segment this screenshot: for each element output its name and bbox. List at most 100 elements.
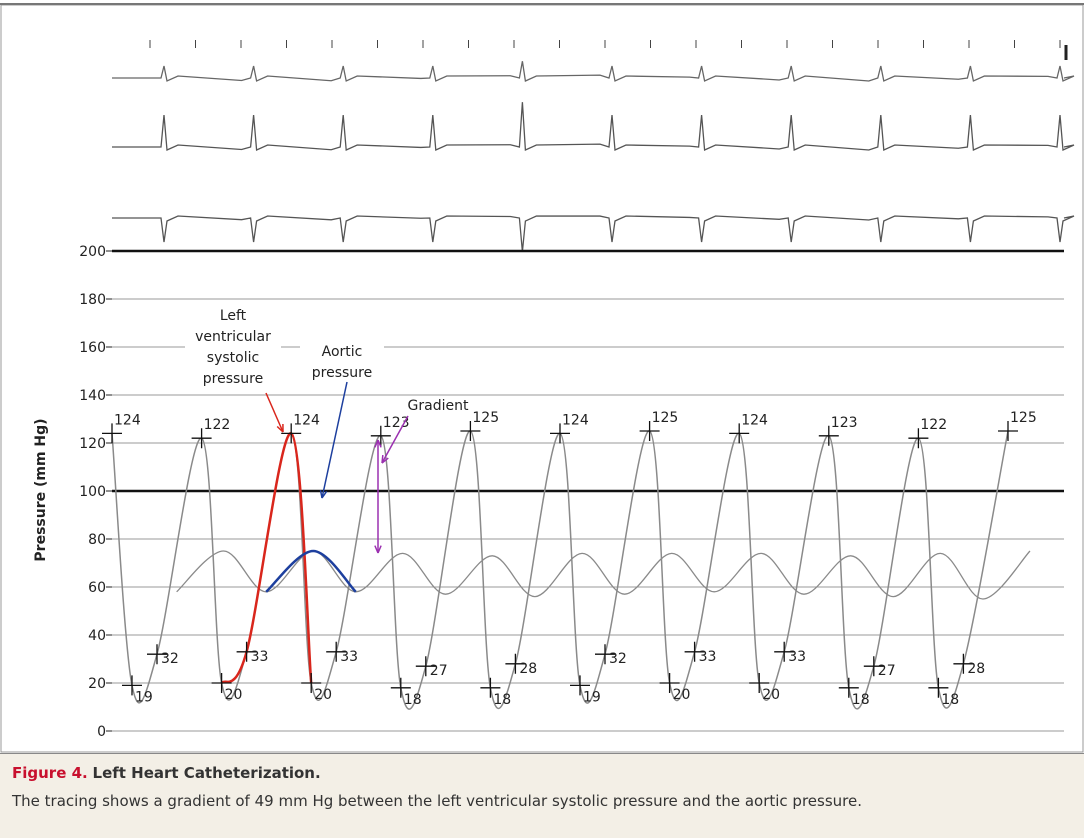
lv-highlight-line <box>220 432 313 685</box>
crosshair <box>301 673 322 693</box>
pressure-label: 27 <box>878 663 896 679</box>
crosshair <box>998 421 1018 441</box>
aortic-annotation: Aortic <box>322 344 363 360</box>
crosshair <box>953 653 974 674</box>
crosshair <box>326 641 347 662</box>
crosshair <box>102 423 122 444</box>
crosshair <box>863 656 884 677</box>
pressure-label: 20 <box>225 687 243 703</box>
pressure-label: 27 <box>430 663 448 679</box>
arrow-head <box>319 490 328 499</box>
crosshair <box>460 421 481 441</box>
label-bg <box>185 300 281 388</box>
arrow-head <box>374 439 382 448</box>
y-tick-label: 120 <box>79 436 106 452</box>
pressure-label: 20 <box>673 687 691 703</box>
crosshair <box>550 423 570 444</box>
crosshair <box>684 641 705 662</box>
gradient-annotation: Gradient <box>408 398 469 414</box>
y-tick-label: 80 <box>88 532 106 548</box>
figure: 0 20 40 60 80 100 120 140 160 180 200 Pressure (mm… <box>0 3 1084 753</box>
y-tick-label: 60 <box>88 580 106 596</box>
lv-annotation: Left <box>220 308 247 324</box>
arrow-head <box>381 454 389 464</box>
pressure-label: 122 <box>920 417 947 433</box>
crosshair <box>729 423 750 444</box>
pressure-label: 32 <box>609 651 627 667</box>
label-bg <box>300 336 384 380</box>
pressure-label: 125 <box>1010 410 1037 426</box>
lv-annotation: pressure <box>203 371 263 387</box>
pressure-label: 28 <box>519 661 537 677</box>
pressure-label: 122 <box>204 417 231 433</box>
pressure-label: 123 <box>383 415 410 431</box>
arrow-line <box>321 381 348 499</box>
arrow-head <box>276 423 284 433</box>
arrow-head <box>374 545 382 554</box>
crosshair <box>570 675 590 696</box>
pressure-label: 124 <box>114 412 141 428</box>
crosshair <box>122 675 142 696</box>
crosshair <box>659 673 680 693</box>
y-axis-label: Pressure (mm Hg) <box>33 418 49 561</box>
ecg-trace <box>112 102 1075 151</box>
crosshair <box>480 677 501 698</box>
plot: 124 19 32 122 20 33 124 20 33 123 18 27 125 18 28 124 19… <box>102 381 1037 710</box>
pressure-label: 20 <box>762 687 780 703</box>
crosshair <box>281 423 302 444</box>
crosshair <box>639 421 660 441</box>
crosshair <box>928 677 949 698</box>
crosshair <box>415 656 436 677</box>
annotations: Left ventricular systolic pressure Aortic pre… <box>185 300 469 414</box>
y-tick-label: 160 <box>79 340 106 356</box>
crosshair <box>370 425 391 446</box>
lv-annotation: systolic <box>207 350 259 366</box>
pressure-label: 33 <box>251 649 269 665</box>
pressure-label: 18 <box>404 692 422 708</box>
crosshair <box>908 428 929 449</box>
pressure-label: 124 <box>293 412 320 428</box>
crosshair <box>595 644 615 665</box>
ecg-traces <box>112 40 1075 252</box>
caption-text: The tracing shows a gradient of 49 mm Hg… <box>12 792 862 810</box>
pressure-label: 18 <box>852 692 870 708</box>
y-tick-label: 100 <box>79 484 106 500</box>
pressure-label: 28 <box>967 661 985 677</box>
y-tick-label: 20 <box>88 676 106 692</box>
ecg-trace <box>112 61 1075 82</box>
y-tick-label: 40 <box>88 628 106 644</box>
pressure-label: 124 <box>741 412 768 428</box>
pressure-label: 19 <box>583 689 601 705</box>
pressure-label: 124 <box>562 412 589 428</box>
caption-label: Figure 4. <box>12 764 88 782</box>
y-tick-label: 0 <box>97 724 106 740</box>
crosshair <box>147 644 167 665</box>
crosshair <box>211 673 232 693</box>
pressure-label: 123 <box>831 415 858 431</box>
crosshair <box>505 653 526 674</box>
pressure-label: 33 <box>699 649 717 665</box>
ecg-trace <box>112 215 1075 252</box>
pressure-label: 125 <box>472 410 499 426</box>
pressure-label: 20 <box>314 687 332 703</box>
grid: 0 20 40 60 80 100 120 140 160 180 200 <box>79 244 1064 740</box>
pressure-label: 19 <box>135 689 153 705</box>
crosshair <box>774 641 795 662</box>
arrow-line <box>265 392 284 433</box>
caption: Figure 4. Left Heart Catheterization. Th… <box>0 753 1084 838</box>
crosshair <box>749 673 770 693</box>
pressure-label: 18 <box>941 692 959 708</box>
crosshair <box>236 641 257 662</box>
caption-title: Left Heart Catheterization. <box>92 764 321 782</box>
pressure-label: 32 <box>161 651 179 667</box>
arrow-line <box>381 415 409 464</box>
pressure-label: 33 <box>788 649 806 665</box>
pressure-label: 125 <box>652 410 679 426</box>
pressure-label: 33 <box>340 649 358 665</box>
y-tick-label: 180 <box>79 292 106 308</box>
aortic-highlight-line <box>265 549 357 593</box>
y-tick-label: 140 <box>79 388 106 404</box>
lv-annotation: ventricular <box>195 329 271 345</box>
